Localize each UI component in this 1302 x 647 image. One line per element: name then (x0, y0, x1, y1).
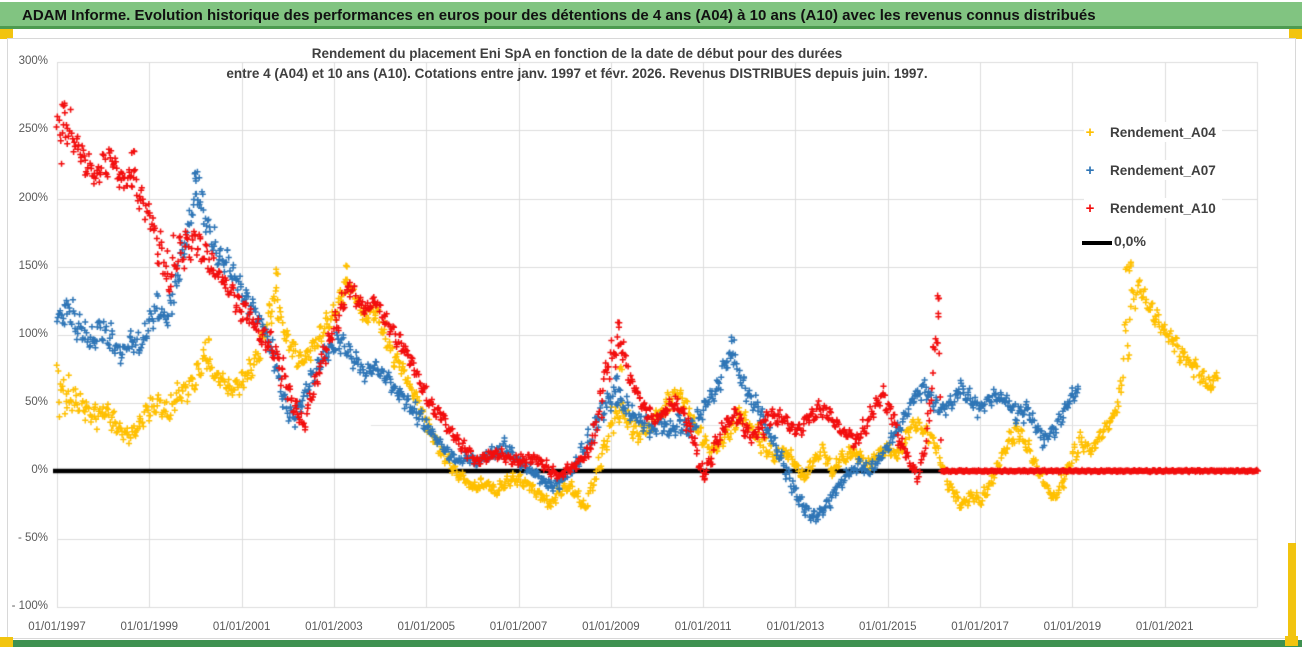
x-tick-label: 01/01/2013 (766, 621, 825, 633)
x-tick-label: 01/01/1999 (120, 621, 179, 633)
legend-label-zero[interactable]: 0,0% (1114, 233, 1146, 249)
x-tick-label: 01/01/2007 (489, 621, 548, 633)
y-tick-label: 0% (31, 464, 48, 476)
legend-marker-a07-icon: + (1085, 161, 1095, 179)
legend-label-a04: Rendement_A04 (1110, 124, 1216, 140)
bottom-corner-accent-right (1285, 636, 1298, 646)
x-tick-label: 01/01/2001 (212, 621, 271, 633)
legend-item-a07[interactable]: + Rendement_A07 (1084, 160, 1222, 180)
x-tick-label: 01/01/2019 (1043, 621, 1102, 633)
x-tick-label: 01/01/1997 (28, 621, 86, 633)
legend-item-a10[interactable]: + Rendement_A10 (1084, 198, 1222, 218)
x-tick-label: 01/01/2003 (305, 621, 363, 633)
legend-marker-a04-icon: + (1085, 123, 1095, 141)
bottom-corner-accent-left (0, 637, 13, 647)
x-tick-label: 01/01/2011 (674, 621, 732, 633)
legend-label-a10: Rendement_A10 (1110, 200, 1216, 216)
x-tick-label: 01/01/2017 (951, 621, 1009, 633)
legend-marker-a10-icon: + (1085, 199, 1095, 217)
y-tick-label: 150% (18, 259, 48, 272)
y-tick-label: 100% (18, 327, 48, 340)
x-tick-label: 01/01/2015 (858, 621, 917, 633)
legend-item-a04[interactable]: + Rendement_A04 (1084, 122, 1222, 142)
y-tick-label: 50% (24, 395, 48, 408)
y-tick-label: 250% (18, 123, 48, 136)
x-tick-label: 01/01/2005 (397, 621, 455, 633)
x-tick-label: 01/01/2021 (1135, 621, 1194, 633)
y-tick-label: - 50% (17, 532, 48, 545)
legend-label-a07: Rendement_A07 (1110, 162, 1216, 178)
right-edge-accent-bar (1288, 543, 1296, 640)
chart-title-line2: entre 4 (A04) et 10 ans (A10). Cotations… (226, 66, 928, 81)
y-tick-label: 200% (18, 191, 48, 204)
y-tick-label: 300% (18, 55, 48, 68)
x-tick-label: 01/01/2009 (582, 621, 640, 633)
chart-title-line1: Rendement du placement Eni SpA en foncti… (311, 46, 843, 61)
legend-zero-line-icon (1082, 241, 1112, 245)
bottom-bar (0, 640, 1302, 647)
y-tick-label: - 100% (11, 600, 48, 613)
